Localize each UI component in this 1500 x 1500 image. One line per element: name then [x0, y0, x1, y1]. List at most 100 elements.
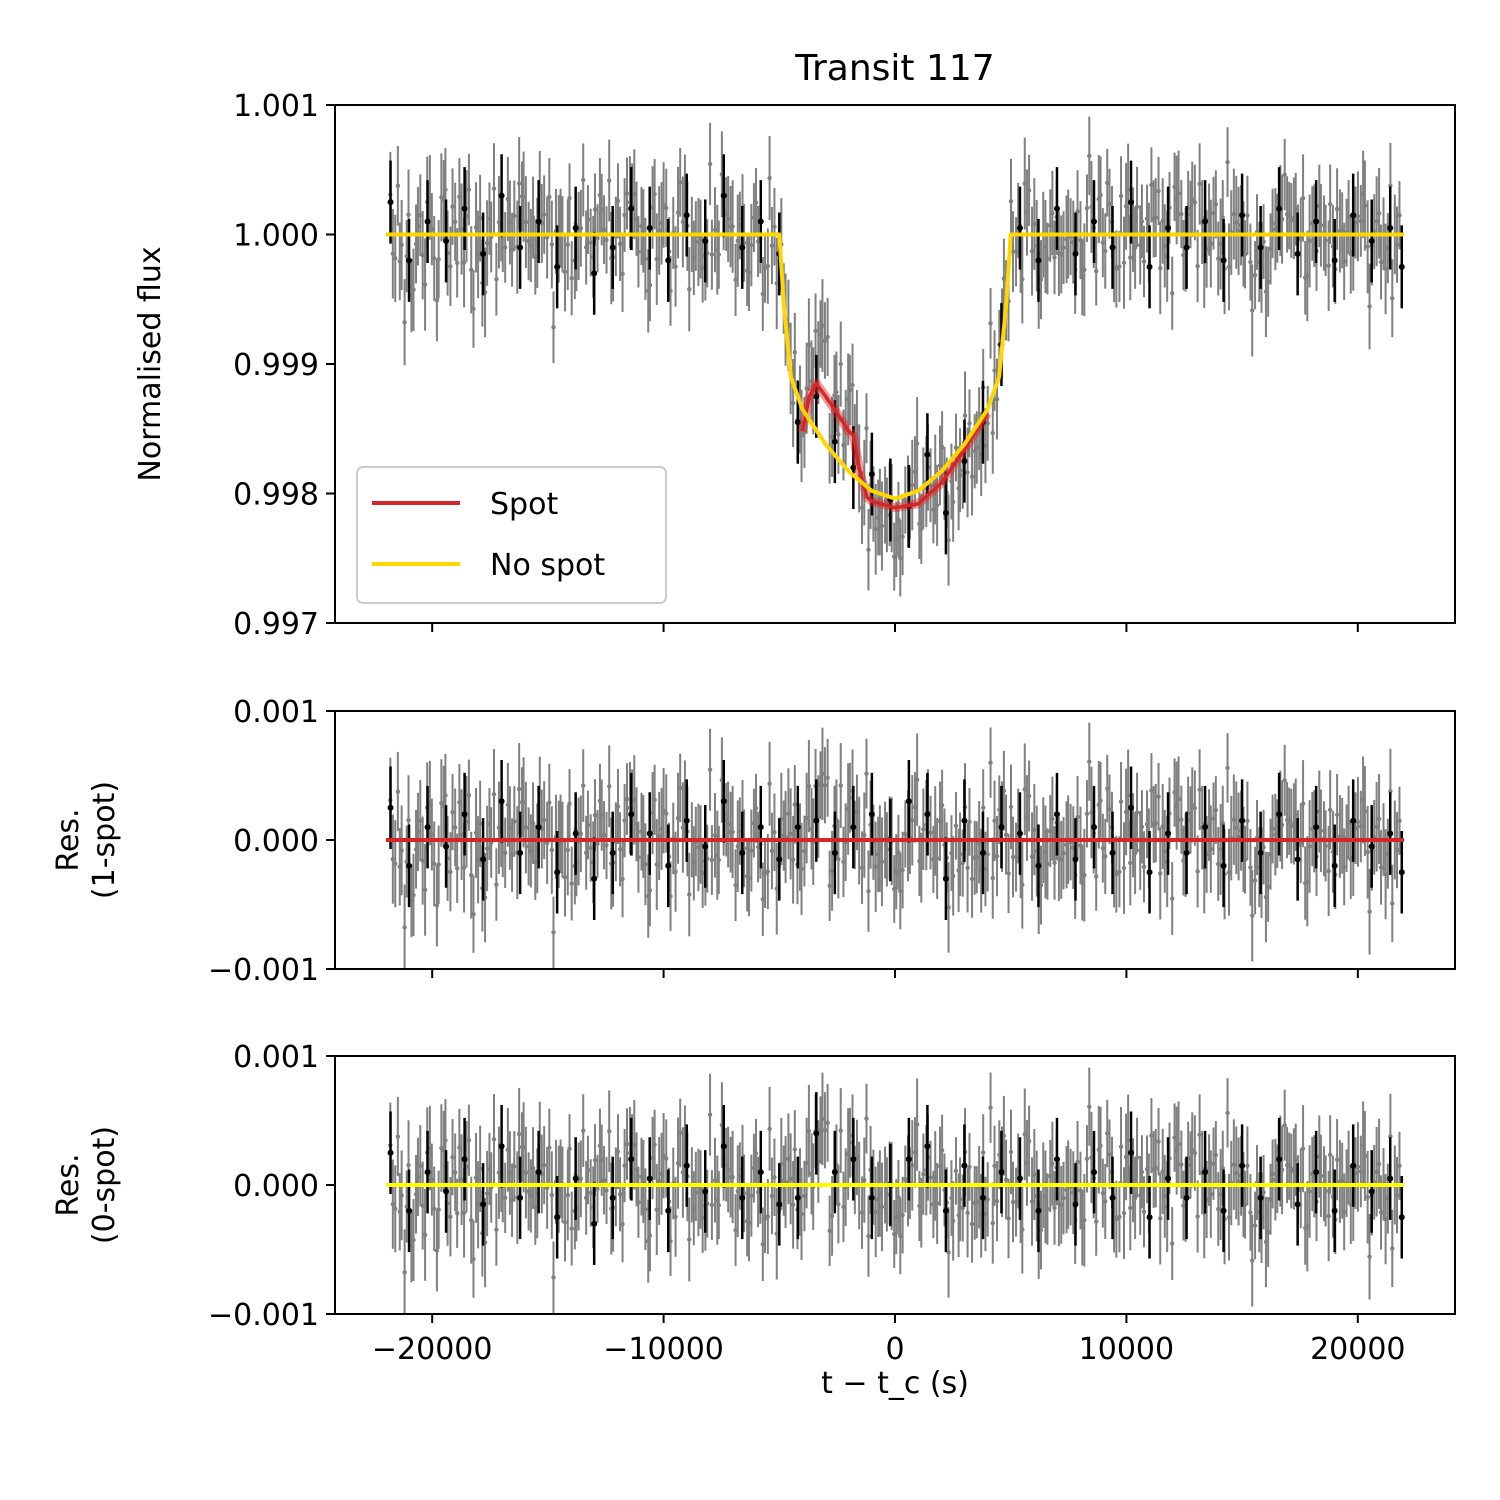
binned-point: [1220, 257, 1227, 264]
binned-point: [702, 1188, 709, 1195]
raw-point: [953, 1168, 959, 1174]
raw-point: [1318, 1173, 1324, 1179]
raw-point: [1172, 184, 1177, 190]
raw-point: [1298, 841, 1303, 846]
binned-point: [1387, 1175, 1394, 1182]
raw-point: [502, 850, 508, 856]
raw-point: [1048, 223, 1053, 228]
raw-point: [760, 897, 766, 902]
raw-point: [1365, 1194, 1370, 1200]
raw-point: [1374, 219, 1379, 224]
raw-point: [1013, 854, 1019, 860]
raw-point: [516, 1131, 522, 1137]
binned-point: [517, 1194, 524, 1201]
raw-point: [894, 869, 899, 874]
binned-point: [424, 218, 431, 225]
raw-point: [431, 861, 437, 867]
raw-point: [1394, 242, 1400, 247]
raw-point: [974, 445, 979, 450]
raw-point: [1114, 266, 1119, 272]
raw-point: [765, 1214, 771, 1219]
nospot-model-line: [385, 232, 1405, 501]
raw-point: [399, 1193, 404, 1198]
binned-point: [1239, 212, 1246, 219]
raw-point: [466, 793, 472, 798]
raw-point: [588, 240, 593, 245]
raw-point: [654, 256, 659, 262]
raw-point: [1245, 818, 1250, 824]
raw-point: [509, 852, 515, 858]
raw-point: [1367, 909, 1372, 914]
raw-point: [448, 264, 453, 269]
raw-point: [547, 1145, 552, 1150]
raw-point: [1121, 865, 1127, 871]
raw-point: [806, 1128, 812, 1134]
raw-point: [632, 1142, 637, 1148]
raw-point: [434, 903, 440, 908]
raw-point: [502, 245, 508, 250]
binned-point: [794, 1194, 801, 1201]
binned-point: [1398, 869, 1405, 876]
raw-point: [898, 888, 903, 894]
binned-point: [739, 244, 746, 251]
raw-point: [547, 194, 552, 200]
raw-point: [1156, 188, 1161, 194]
raw-point: [1282, 172, 1287, 177]
raw-point: [707, 767, 713, 772]
raw-point: [418, 818, 423, 824]
y-axis-label-line: (1-spot): [87, 781, 122, 899]
raw-point: [753, 806, 759, 811]
raw-point: [1153, 215, 1158, 220]
binned-point: [1109, 244, 1116, 251]
raw-point: [393, 1206, 398, 1211]
raw-point: [1093, 1219, 1099, 1224]
raw-point: [928, 830, 933, 835]
raw-point: [1261, 1189, 1266, 1195]
raw-point: [1020, 277, 1025, 282]
raw-point: [1075, 814, 1080, 820]
binned-point: [517, 849, 524, 856]
raw-point: [737, 828, 743, 834]
raw-point: [507, 825, 513, 831]
raw-point: [1385, 246, 1391, 251]
raw-point: [884, 847, 890, 852]
raw-point: [459, 832, 464, 837]
binned-point: [480, 1201, 487, 1208]
raw-point: [1181, 252, 1186, 258]
raw-point: [1118, 193, 1124, 199]
binned-point: [794, 824, 801, 831]
raw-point: [1075, 209, 1080, 214]
raw-point: [790, 857, 796, 862]
binned-point: [720, 798, 727, 805]
raw-point: [1008, 1149, 1014, 1155]
raw-point: [1220, 820, 1225, 826]
raw-point: [562, 269, 568, 275]
y-tick-label: −0.001: [208, 953, 319, 988]
raw-point: [981, 805, 986, 810]
raw-point: [1225, 159, 1230, 165]
y-axis-label: Normalised flux: [133, 246, 168, 481]
raw-point: [1003, 1177, 1009, 1182]
raw-point: [454, 1211, 460, 1216]
raw-point: [733, 882, 738, 888]
binned-point: [1146, 263, 1153, 270]
raw-point: [521, 1145, 526, 1150]
raw-point: [1211, 1161, 1216, 1166]
raw-point: [829, 1213, 835, 1219]
binned-point: [628, 1156, 635, 1163]
raw-point: [765, 869, 771, 874]
y-tick-label: −0.001: [208, 1298, 319, 1333]
raw-point: [457, 800, 462, 805]
raw-point: [827, 883, 832, 889]
raw-point: [569, 276, 574, 281]
raw-point: [725, 1167, 731, 1172]
raw-point: [652, 191, 657, 197]
raw-point: [1270, 826, 1275, 832]
raw-point: [847, 795, 853, 800]
raw-point: [804, 815, 809, 821]
raw-point: [494, 277, 499, 282]
raw-point: [1022, 181, 1027, 186]
raw-point: [1307, 844, 1312, 849]
raw-point: [643, 1207, 648, 1212]
binned-point: [1257, 244, 1264, 251]
